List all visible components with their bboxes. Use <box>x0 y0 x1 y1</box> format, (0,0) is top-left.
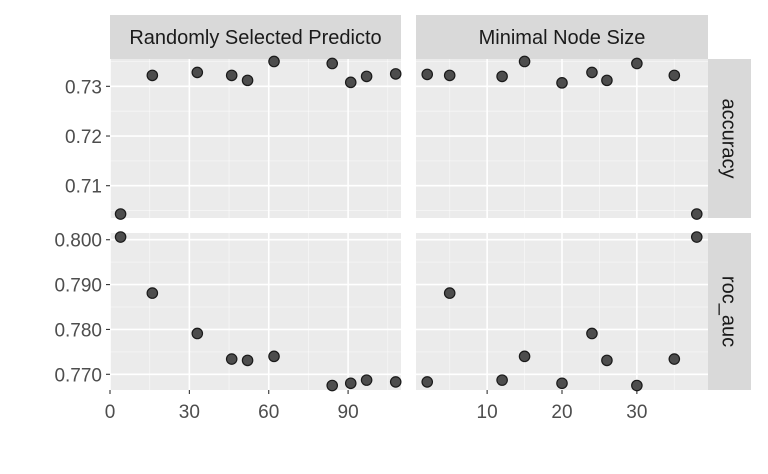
data-point <box>443 69 456 82</box>
column-strip-label: Minimal Node Size <box>479 27 646 49</box>
panel-randomly-selected-predicto-roc_auc <box>110 233 401 390</box>
data-point <box>690 208 703 220</box>
data-point <box>241 74 254 87</box>
data-point <box>114 208 127 220</box>
x-tick-label: 60 <box>258 402 279 423</box>
data-point <box>326 379 339 392</box>
data-point <box>668 353 681 365</box>
data-point <box>146 287 159 299</box>
row-strip-label: accuracy <box>718 98 740 178</box>
x-tick-label: 30 <box>626 402 647 423</box>
data-point <box>668 69 681 82</box>
data-point <box>191 327 204 340</box>
y-tick-label: 0.72 <box>65 127 102 148</box>
data-point <box>326 57 339 70</box>
data-point <box>421 68 434 81</box>
y-tick-label: 0.770 <box>54 365 102 386</box>
strip-background <box>110 15 401 59</box>
data-point <box>225 69 238 82</box>
data-point <box>344 377 357 390</box>
data-point <box>268 55 280 68</box>
strip-accuracy <box>708 59 751 218</box>
strip-randomly-selected-predicto: Randomly Selected Predicto <box>110 15 401 59</box>
x-tick-label: 30 <box>179 402 200 423</box>
data-point <box>601 354 613 367</box>
data-point <box>241 354 254 367</box>
data-point <box>389 68 402 80</box>
y-tick-label: 0.780 <box>54 320 102 341</box>
data-point <box>389 376 402 388</box>
data-point <box>631 57 643 70</box>
data-point <box>191 66 204 79</box>
data-point <box>556 377 568 390</box>
data-point <box>225 353 238 365</box>
data-point <box>586 66 598 79</box>
data-point <box>496 70 508 83</box>
data-point <box>690 231 703 243</box>
data-point <box>443 287 456 299</box>
y-tick-label: 0.790 <box>54 276 102 297</box>
y-tick-label: 0.800 <box>54 231 102 252</box>
strip-minimal-node-size: Minimal Node Size <box>416 15 708 59</box>
data-point <box>421 376 434 388</box>
data-point <box>344 76 357 89</box>
data-point <box>114 231 127 243</box>
x-tick-label: 90 <box>338 402 359 423</box>
data-point <box>586 327 598 340</box>
strip-roc_auc <box>708 233 751 390</box>
panel-randomly-selected-predicto-accuracy <box>110 59 401 218</box>
y-tick-label: 0.71 <box>65 177 102 198</box>
data-point <box>518 350 531 363</box>
strip-background <box>416 15 708 59</box>
data-point <box>556 77 568 89</box>
data-point <box>360 374 373 386</box>
data-point <box>601 74 613 87</box>
column-strip-label: Randomly Selected Predicto <box>129 27 381 49</box>
x-tick-label: 10 <box>477 402 498 423</box>
data-point <box>360 70 373 83</box>
data-point <box>631 379 643 392</box>
x-tick-label: 20 <box>551 402 572 423</box>
x-tick-label: 0 <box>105 402 116 423</box>
data-point <box>496 374 508 386</box>
data-point <box>268 350 280 363</box>
row-strip-label: roc_auc <box>718 276 740 347</box>
data-point <box>146 69 159 82</box>
data-point <box>518 55 531 68</box>
y-tick-label: 0.73 <box>65 77 102 98</box>
